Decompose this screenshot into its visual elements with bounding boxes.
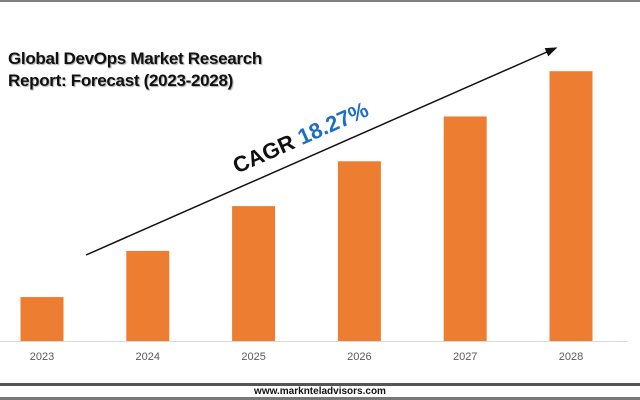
footer-website: www.marknteladvisors.com	[254, 386, 386, 397]
chart-title-line-2: Report: Forecast (2023-2028)	[8, 71, 233, 90]
x-tick-label: 2028	[559, 351, 583, 363]
top-border	[0, 0, 640, 2]
bar-2023	[20, 297, 64, 341]
x-tick-label: 2025	[241, 351, 265, 363]
bar-2024	[126, 250, 170, 341]
x-tick-label: 2024	[136, 351, 160, 363]
x-tick-label: 2027	[453, 351, 477, 363]
bar-2028	[549, 71, 593, 341]
x-tick-label: 2023	[30, 351, 54, 363]
bar-2026	[337, 161, 381, 341]
bar-2025	[232, 206, 276, 341]
bar-2027	[443, 116, 487, 341]
growth-arrow	[85, 47, 558, 256]
chart-title-line-1: Global DevOps Market Research	[8, 49, 262, 68]
x-tick-label: 2026	[347, 351, 371, 363]
chart-title: Global DevOps Market Research Report: Fo…	[8, 48, 262, 92]
bottom-border	[0, 397, 640, 400]
footer-divider	[0, 383, 640, 386]
